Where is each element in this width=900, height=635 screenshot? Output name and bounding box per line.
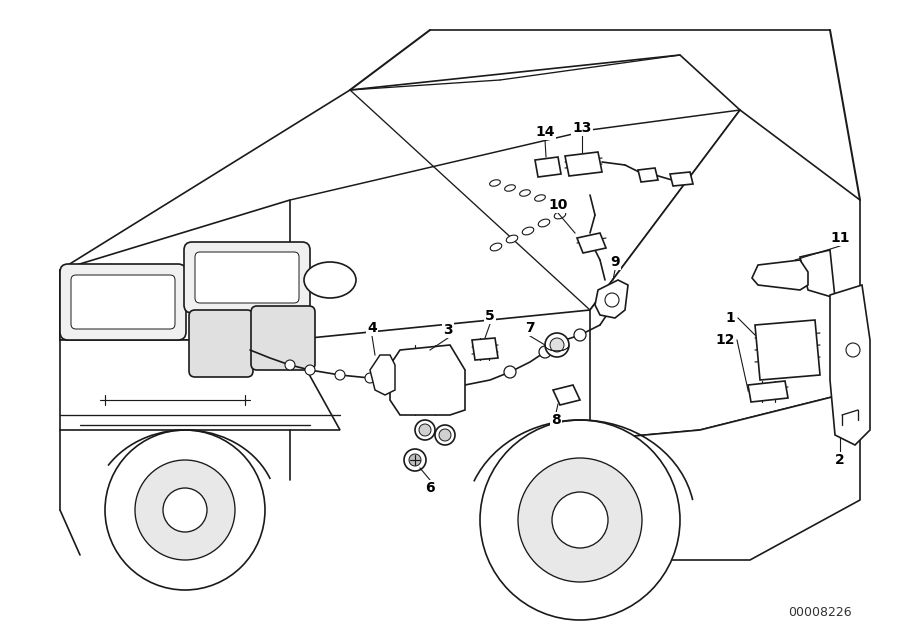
FancyBboxPatch shape [184,242,310,313]
Text: 4: 4 [367,321,377,335]
Circle shape [163,488,207,532]
Ellipse shape [506,235,518,243]
Polygon shape [830,285,870,445]
Polygon shape [670,172,693,186]
Text: 12: 12 [716,333,734,347]
Circle shape [285,360,295,370]
Text: 10: 10 [548,198,568,212]
Circle shape [480,420,680,620]
FancyBboxPatch shape [251,306,315,370]
Polygon shape [390,345,465,415]
Polygon shape [60,55,740,340]
Polygon shape [800,250,835,298]
Circle shape [335,370,345,380]
Ellipse shape [490,180,500,186]
Polygon shape [577,233,606,253]
Circle shape [135,460,235,560]
Polygon shape [590,110,860,440]
Polygon shape [370,355,395,395]
Polygon shape [553,385,580,405]
Ellipse shape [535,195,545,201]
Text: 14: 14 [536,125,554,139]
Text: 6: 6 [425,481,435,495]
Circle shape [105,430,265,590]
Ellipse shape [538,219,550,227]
Circle shape [552,492,608,548]
Ellipse shape [522,227,534,235]
Circle shape [419,424,431,436]
Polygon shape [590,390,860,560]
Polygon shape [535,157,561,177]
Ellipse shape [554,211,566,219]
Text: 3: 3 [443,323,453,337]
Ellipse shape [491,243,502,251]
Polygon shape [748,381,788,402]
Circle shape [574,329,586,341]
Text: 9: 9 [610,255,620,269]
Circle shape [846,343,860,357]
FancyBboxPatch shape [71,275,175,329]
Polygon shape [638,168,658,182]
Ellipse shape [505,185,516,191]
Text: 8: 8 [551,413,561,427]
Polygon shape [595,280,628,318]
FancyBboxPatch shape [195,252,299,303]
Polygon shape [472,338,498,360]
Text: 5: 5 [485,309,495,323]
Polygon shape [755,320,820,380]
Circle shape [545,333,569,357]
Circle shape [539,346,551,358]
Circle shape [365,373,375,383]
Circle shape [435,425,455,445]
Circle shape [550,338,564,352]
Circle shape [605,293,619,307]
Circle shape [518,458,642,582]
Circle shape [415,420,435,440]
Circle shape [439,429,451,441]
FancyBboxPatch shape [189,310,253,377]
Polygon shape [752,260,808,290]
Ellipse shape [519,190,530,196]
FancyBboxPatch shape [60,264,186,340]
Polygon shape [565,152,602,176]
Text: 2: 2 [835,453,845,467]
Circle shape [404,449,426,471]
Text: 13: 13 [572,121,591,135]
Text: 11: 11 [830,231,850,245]
Text: 00008226: 00008226 [788,606,851,618]
Circle shape [409,454,421,466]
Polygon shape [60,200,290,340]
Ellipse shape [304,262,356,298]
Circle shape [504,366,516,378]
Text: 1: 1 [725,311,735,325]
Text: 7: 7 [526,321,535,335]
Circle shape [305,365,315,375]
Polygon shape [60,340,340,430]
